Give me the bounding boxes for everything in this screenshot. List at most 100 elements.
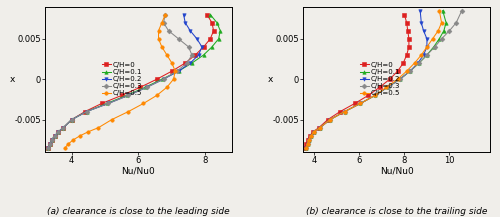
C/H=0.3 — [459, 9, 465, 12]
C/H=0.1 — [159, 78, 165, 81]
C/H=0 — [402, 13, 407, 16]
C/H=0.2 — [84, 110, 89, 113]
C/H=0 — [304, 138, 310, 141]
C/H=0.2 — [308, 135, 314, 137]
C/H=0 — [406, 46, 412, 48]
C/H=0.3 — [174, 70, 180, 72]
C/H=0.3 — [184, 62, 190, 64]
C/H=0.1 — [304, 143, 310, 145]
C/H=0 — [200, 46, 206, 48]
C/H=0.2 — [306, 138, 312, 141]
C/H=0.3 — [306, 138, 312, 141]
C/H=0.2 — [106, 102, 112, 105]
C/H=0.1 — [48, 138, 54, 141]
C/H=0.2 — [126, 94, 132, 97]
C/H=0.1 — [416, 62, 422, 64]
C/H=0.2 — [407, 70, 413, 72]
C/H=0.5 — [317, 126, 323, 129]
C/H=0.3 — [407, 70, 413, 72]
C/H=0 — [204, 13, 210, 16]
Line: C/H=0: C/H=0 — [304, 13, 410, 150]
C/H=0.2 — [68, 118, 74, 121]
C/H=0.3 — [304, 143, 310, 145]
C/H=0 — [169, 70, 175, 72]
C/H=0.2 — [420, 54, 426, 56]
C/H=0.3 — [186, 46, 192, 48]
C/H=0 — [406, 38, 412, 40]
C/H=0.3 — [60, 126, 66, 129]
C/H=0.1 — [306, 138, 312, 141]
C/H=0.3 — [106, 102, 112, 105]
C/H=0.1 — [214, 21, 220, 24]
C/H=0.1 — [68, 118, 74, 121]
C/H=0 — [310, 130, 316, 133]
Line: C/H=0: C/H=0 — [46, 13, 215, 150]
C/H=0 — [302, 146, 308, 149]
C/H=0.5 — [384, 86, 390, 89]
C/H=0.2 — [60, 126, 66, 129]
C/H=0.5 — [156, 38, 162, 40]
C/H=0.1 — [430, 46, 436, 48]
Line: C/H=0.3: C/H=0.3 — [304, 9, 464, 150]
C/H=0.5 — [140, 102, 146, 105]
C/H=0.3 — [438, 38, 444, 40]
C/H=0.5 — [438, 21, 444, 24]
C/H=0.1 — [52, 135, 58, 137]
C/H=0.3 — [48, 138, 54, 141]
C/H=0 — [400, 62, 406, 64]
C/H=0.2 — [199, 46, 205, 48]
C/H=0.3 — [304, 146, 310, 149]
C/H=0 — [47, 143, 53, 145]
Y-axis label: x: x — [10, 75, 16, 84]
C/H=0 — [394, 70, 400, 72]
C/H=0.3 — [317, 126, 323, 129]
C/H=0.2 — [56, 130, 62, 133]
C/H=0.5 — [424, 46, 430, 48]
C/H=0.5 — [412, 62, 418, 64]
C/H=0 — [405, 30, 411, 32]
C/H=0.1 — [209, 46, 215, 48]
C/H=0.3 — [47, 143, 53, 145]
C/H=0 — [404, 54, 409, 56]
C/H=0.2 — [312, 130, 318, 133]
C/H=0 — [56, 130, 62, 133]
C/H=0.5 — [436, 9, 442, 12]
C/H=0.1 — [440, 9, 446, 12]
C/H=0.1 — [327, 118, 333, 121]
C/H=0.1 — [208, 13, 214, 16]
C/H=0.3 — [189, 54, 195, 56]
C/H=0.5 — [304, 143, 310, 145]
C/H=0.5 — [372, 94, 378, 97]
C/H=0 — [352, 102, 358, 105]
C/H=0.3 — [342, 110, 347, 113]
Text: (a) clearance is close to the leading side: (a) clearance is close to the leading si… — [47, 207, 230, 216]
C/H=0 — [60, 126, 66, 129]
C/H=0.5 — [304, 146, 310, 149]
C/H=0.3 — [312, 130, 318, 133]
C/H=0.2 — [358, 102, 364, 105]
C/H=0.2 — [304, 143, 310, 145]
C/H=0.5 — [172, 70, 178, 72]
C/H=0 — [404, 21, 409, 24]
X-axis label: Nu/Nu0: Nu/Nu0 — [122, 166, 156, 176]
Legend: C/H=0, C/H=0.1, C/H=0.2, C/H=0.3, C/H=0.5: C/H=0, C/H=0.1, C/H=0.2, C/H=0.3, C/H=0.… — [101, 61, 144, 98]
C/H=0 — [154, 78, 160, 81]
C/H=0.2 — [317, 126, 323, 129]
C/H=0 — [99, 102, 105, 105]
C/H=0.5 — [77, 135, 83, 137]
C/H=0.5 — [312, 130, 318, 133]
C/H=0.3 — [144, 86, 150, 89]
C/H=0.5 — [164, 54, 170, 56]
C/H=0.5 — [306, 138, 312, 141]
Text: (b) clearance is close to the trailing side: (b) clearance is close to the trailing s… — [306, 207, 487, 216]
C/H=0.3 — [453, 21, 459, 24]
C/H=0.5 — [126, 110, 132, 113]
C/H=0 — [82, 110, 88, 113]
C/H=0 — [209, 21, 215, 24]
C/H=0 — [192, 54, 198, 56]
C/H=0.3 — [160, 78, 166, 81]
C/H=0 — [325, 118, 331, 121]
C/H=0 — [307, 135, 313, 137]
C/H=0.1 — [189, 62, 195, 64]
C/H=0.2 — [187, 30, 193, 32]
